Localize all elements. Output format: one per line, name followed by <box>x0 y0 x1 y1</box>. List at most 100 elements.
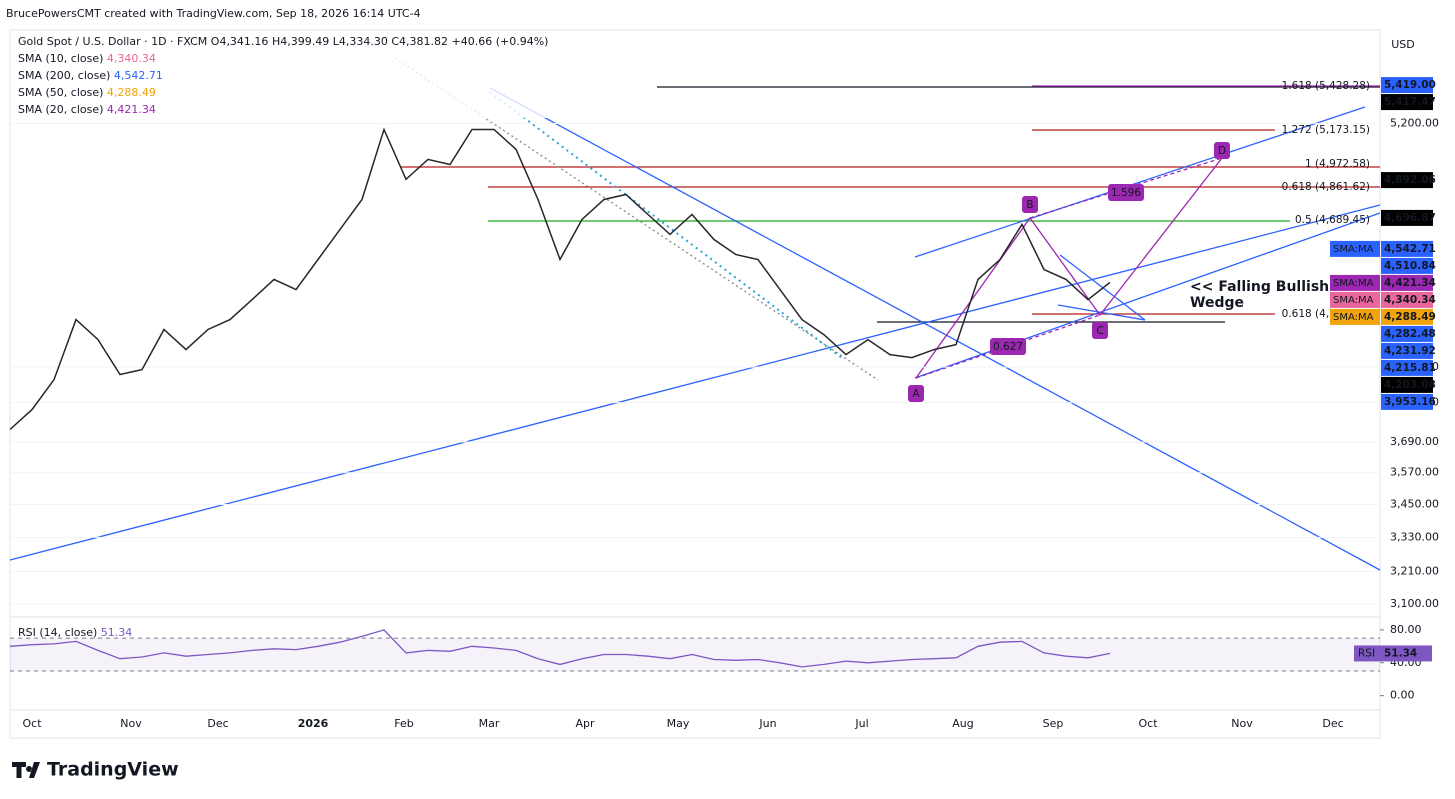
study-name: SMA (10, close) <box>18 52 103 65</box>
channel-line <box>914 106 1366 258</box>
rsi-name: RSI (14, close) <box>18 626 97 639</box>
point-box <box>1214 142 1230 159</box>
price-tag-label: 4,340.34 <box>1384 294 1436 306</box>
price-tag-label: 4,421.34 <box>1384 277 1436 289</box>
ma-tag-label: SMA:MA <box>1333 295 1374 306</box>
ratio-box <box>990 338 1026 355</box>
x-tick-label: May <box>667 717 690 730</box>
ohlc-change: +40.66 (+0.94%) <box>452 35 549 48</box>
ma-tag-label: SMA:MA <box>1333 244 1374 255</box>
rsi-tag-value: 51.34 <box>1384 647 1417 659</box>
rsi-tick-label: 80.00 <box>1390 623 1422 636</box>
study-value: 4,288.49 <box>107 86 156 99</box>
x-tick-label: Dec <box>207 717 228 730</box>
trend-line <box>489 87 1381 571</box>
point-label: A <box>912 388 920 400</box>
price-tag <box>1381 240 1433 257</box>
y-tick-label: 3,100.00 <box>1390 597 1439 610</box>
ma-tag <box>1330 274 1380 291</box>
x-tick-label: Oct <box>22 717 42 730</box>
price-tag-label: 5,417.47 <box>1384 96 1436 108</box>
ma-tag <box>1330 308 1380 325</box>
x-tick-label: Oct <box>1138 717 1158 730</box>
point-box <box>908 385 924 402</box>
y-tick-label: 5,200.00 <box>1390 116 1439 129</box>
x-tick-label: Apr <box>575 717 595 730</box>
drawings <box>9 57 1381 571</box>
price-tag <box>1381 393 1433 410</box>
fib-label: 1.618 (5,428.28) <box>1282 80 1370 92</box>
rsi-tag <box>1354 645 1432 662</box>
rsi-value: 51.34 <box>101 626 133 639</box>
price-tag-label: 4,203.08 <box>1384 379 1436 391</box>
price-line <box>9 127 1111 431</box>
x-tick-label: Jul <box>854 717 868 730</box>
rsi-line <box>9 629 1111 668</box>
price-tag <box>1381 77 1433 94</box>
ma-tag <box>1330 240 1380 257</box>
price-tag-label: 4,892.06 <box>1384 174 1436 186</box>
x-tick-label: Feb <box>394 717 413 730</box>
ohlc-open: O4,341.16 <box>211 35 269 48</box>
y-tick-label: 3,570.00 <box>1390 466 1439 479</box>
price-tag <box>1381 376 1433 393</box>
brand: TradingView <box>47 759 179 781</box>
x-tick-label: Dec <box>1322 717 1343 730</box>
price-tag <box>1381 274 1433 291</box>
price-tag-label: 5,419.00 <box>1384 79 1436 91</box>
price-tag <box>1381 325 1433 342</box>
y-tick-label: 3,450.00 <box>1390 497 1439 510</box>
price-tag <box>1381 172 1433 189</box>
abcd-pattern <box>915 157 1223 379</box>
symbol: Gold Spot / U.S. Dollar · 1D · FXCM O4,3… <box>18 35 548 48</box>
ma-tag-label: SMA:MA <box>1333 312 1374 323</box>
point-box <box>1092 322 1108 339</box>
annotations: 1.618 (5,428.28) 1.272 (5,173.15) 1 (4,9… <box>908 80 1370 402</box>
point-label: C <box>1096 325 1103 337</box>
price-tag <box>1381 359 1433 376</box>
price-tag <box>1381 94 1433 111</box>
point-label: B <box>1026 199 1033 211</box>
frame <box>9 29 1381 739</box>
credit: BrucePowersCMT created with TradingView.… <box>6 7 421 20</box>
study-legend: SMA (200, close) 4,542.71 <box>18 69 163 82</box>
fib-label: 1.272 (5,173.15) <box>1282 124 1370 136</box>
rsi-tick-label: 0.00 <box>1390 689 1415 702</box>
ratio-label: 1.596 <box>1111 187 1141 199</box>
price-tag <box>1381 257 1433 274</box>
price-tag <box>1381 291 1433 308</box>
price-tag <box>1381 342 1433 359</box>
ohlc-low: L4,334.30 <box>333 35 388 48</box>
dotted-line <box>489 91 843 359</box>
ma-tag-label: SMA:MA <box>1333 278 1374 289</box>
trend-line <box>9 204 1381 561</box>
ma-tag <box>1330 291 1380 308</box>
study-name: SMA (50, close) <box>18 86 103 99</box>
point-label: D <box>1218 145 1226 157</box>
symbol-name: Gold Spot / U.S. Dollar · 1D · FXCM <box>18 35 207 48</box>
x-tick-label: Nov <box>120 717 142 730</box>
study-value: 4,542.71 <box>114 69 163 82</box>
x-tick-label: Jun <box>758 717 776 730</box>
x-tick-label: Aug <box>952 717 973 730</box>
price-tag-label: 4,215.81 <box>1384 362 1436 374</box>
study-legend: SMA (50, close) 4,288.49 <box>18 86 156 99</box>
fib-label: 0.5 (4,689.45) <box>1295 214 1370 226</box>
point-box <box>1022 196 1038 213</box>
fib-label: 0.618 (4,861.62) <box>1282 181 1370 193</box>
ohlc-high: H4,399.49 <box>272 35 329 48</box>
price-tag-label: 4,231.92 <box>1384 345 1436 357</box>
price-tag-label: 4,696.87 <box>1384 212 1436 224</box>
price-tag-label: 4,542.71 <box>1384 243 1436 255</box>
wedge-label: Wedge <box>1190 295 1244 311</box>
abcd-leg <box>915 314 1101 379</box>
y-tick-label: 3,690.00 <box>1390 435 1439 448</box>
study-name: SMA (20, close) <box>18 103 103 116</box>
price-tag-label: 3,953.16 <box>1384 396 1436 408</box>
study-value: 4,421.34 <box>107 103 156 116</box>
x-tick-label: 2026 <box>298 717 329 730</box>
y-tick-label: 3,210.00 <box>1390 564 1439 577</box>
study-name: SMA (200, close) <box>18 69 110 82</box>
